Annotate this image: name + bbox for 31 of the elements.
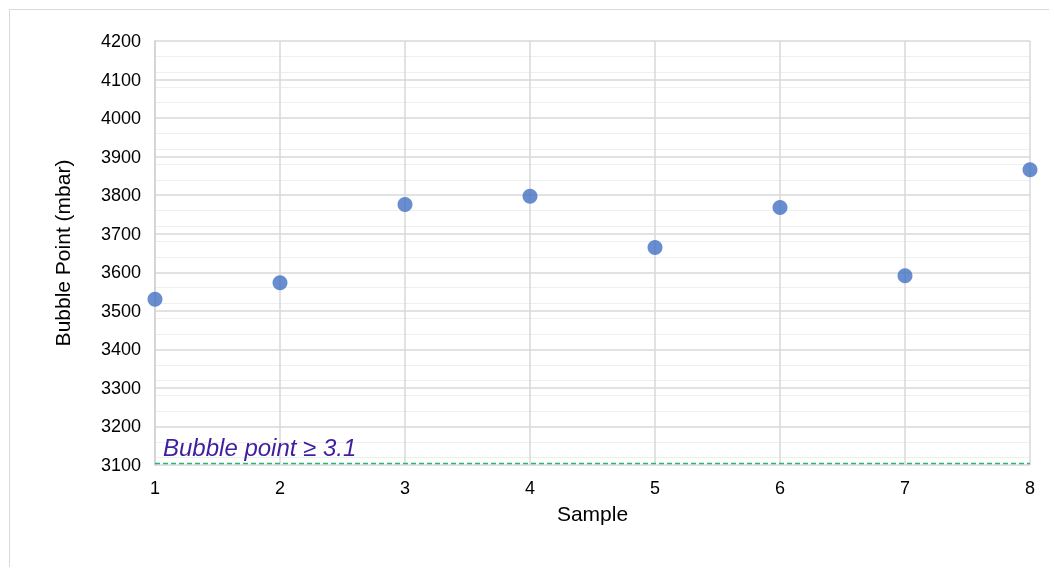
- x-tick-label: 2: [274, 478, 286, 498]
- x-tick-label: 6: [774, 478, 786, 498]
- x-tick-label: 3: [399, 478, 411, 498]
- x-tick-label: 8: [1024, 478, 1036, 498]
- x-tick-label: 5: [649, 478, 661, 498]
- x-tick-label: 7: [899, 478, 911, 498]
- point: [397, 196, 413, 212]
- point: [522, 188, 538, 204]
- x-tick-label: 4: [524, 478, 536, 498]
- y-tick-label: 3400: [100, 339, 141, 360]
- ref-line-label: Bubble point ≥ 3.1: [163, 433, 357, 461]
- y-tick-label: 3700: [100, 223, 141, 244]
- point: [1022, 162, 1038, 178]
- y-tick-label: 3800: [100, 185, 141, 206]
- y-tick-label: 4200: [100, 31, 141, 51]
- y-tick-label: 4000: [100, 108, 141, 129]
- y-tick-label: 3200: [100, 416, 141, 437]
- point: [897, 268, 913, 284]
- point: [647, 240, 663, 256]
- y-tick-label: 3100: [100, 455, 141, 475]
- y-axis-title: Bubble Point (mbar): [51, 159, 74, 347]
- y-tick-label: 3500: [100, 300, 141, 321]
- x-axis-title: Sample: [556, 502, 629, 525]
- point: [272, 275, 288, 291]
- y-tick-label: 3900: [100, 146, 141, 167]
- y-tick-label: 3600: [100, 262, 141, 283]
- point: [147, 291, 163, 307]
- y-tick-label: 4100: [100, 69, 141, 90]
- x-tick-label: 1: [149, 478, 161, 498]
- y-tick-label: 3300: [100, 377, 141, 398]
- point: [772, 200, 788, 216]
